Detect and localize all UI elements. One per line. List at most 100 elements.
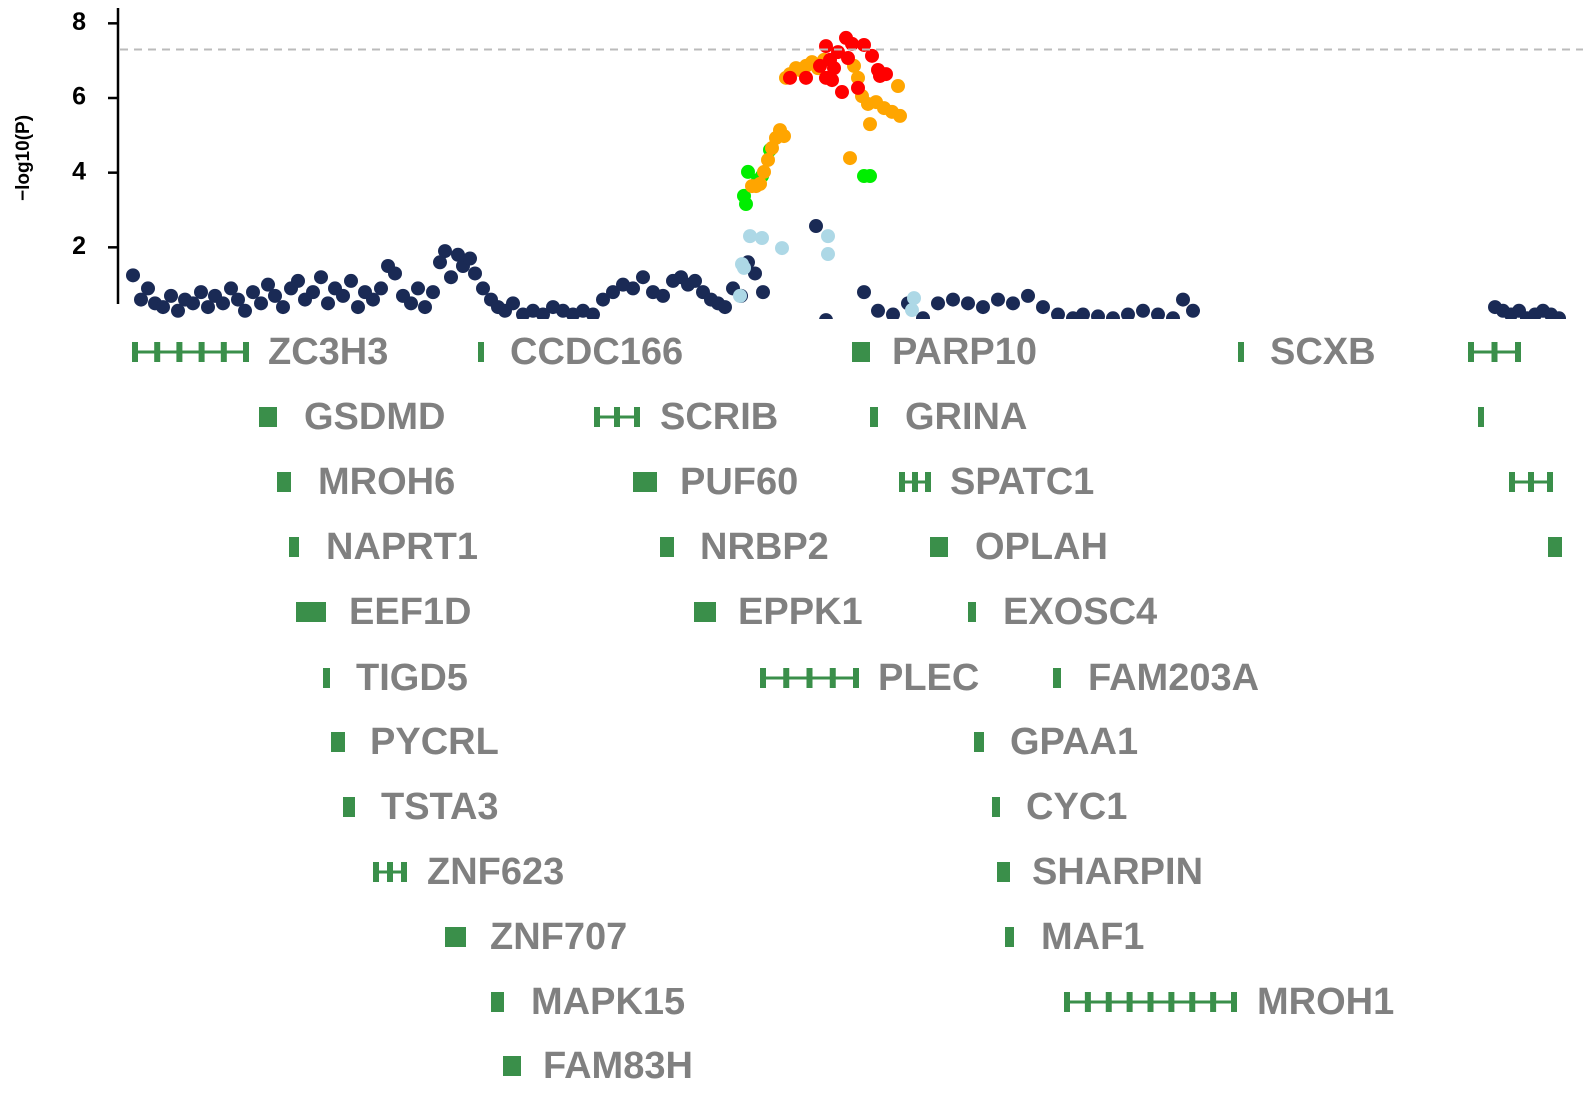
gene-exon	[912, 472, 918, 492]
gene-exon	[1126, 992, 1133, 1012]
gene-exon	[997, 862, 1010, 882]
point	[1006, 296, 1020, 311]
point	[418, 300, 432, 315]
gene-exon	[1231, 992, 1237, 1012]
point	[171, 303, 185, 318]
gene-exon	[176, 342, 183, 362]
point	[1151, 307, 1165, 319]
point	[246, 285, 260, 300]
gene-exon	[198, 342, 205, 362]
point	[536, 307, 550, 319]
gene-exon	[925, 472, 931, 492]
gene-exon	[1210, 992, 1217, 1012]
gene-exon	[694, 602, 716, 622]
gene-exon	[899, 472, 905, 492]
point	[835, 85, 849, 100]
point	[141, 281, 155, 296]
gene-exon	[323, 668, 330, 688]
point	[506, 296, 520, 311]
point	[916, 311, 930, 319]
gene-exon	[331, 732, 345, 752]
point	[737, 260, 751, 275]
point	[863, 169, 877, 184]
point	[756, 285, 770, 300]
gene-label: MAPK15	[531, 981, 685, 1023]
point	[306, 285, 320, 300]
gene-exon	[491, 992, 504, 1012]
point	[336, 288, 350, 303]
gene-label: OPLAH	[975, 526, 1108, 568]
point	[819, 39, 833, 54]
point	[1136, 303, 1150, 318]
gene-label: SCXB	[1270, 331, 1376, 373]
gene-exon	[594, 407, 600, 427]
gene-exon	[1478, 407, 1484, 427]
gene-exon	[289, 537, 299, 557]
point	[444, 270, 458, 285]
point	[946, 292, 960, 307]
gene-exon	[1084, 992, 1091, 1012]
point	[775, 241, 789, 256]
gene-exon	[1547, 472, 1553, 492]
point	[291, 273, 305, 288]
point	[1176, 292, 1190, 307]
gene-label: NRBP2	[700, 526, 829, 568]
y-axis-label: −log10(P)	[13, 115, 34, 201]
y-tick-label: 8	[72, 8, 86, 36]
point	[819, 313, 833, 319]
gene-exon	[974, 732, 984, 752]
point	[718, 300, 732, 315]
gene-exon	[1064, 992, 1070, 1012]
point	[873, 68, 887, 83]
gene-label: GRINA	[905, 396, 1027, 438]
gene-exon	[343, 797, 355, 817]
point	[907, 291, 921, 306]
point	[388, 266, 402, 281]
gene-exon	[1515, 342, 1521, 362]
point	[656, 288, 670, 303]
point	[851, 80, 865, 95]
gene-label: EXOSC4	[1003, 591, 1157, 633]
gene-label: ZNF623	[427, 851, 564, 893]
point	[268, 288, 282, 303]
y-tick-label: 4	[72, 157, 86, 185]
point	[238, 303, 252, 318]
point	[783, 70, 797, 85]
gene-exon	[445, 927, 466, 947]
gene-exon	[1189, 992, 1196, 1012]
gene-label: CYC1	[1026, 786, 1127, 828]
point	[841, 51, 855, 66]
point	[186, 296, 200, 311]
point	[843, 151, 857, 166]
point	[845, 36, 859, 51]
gene-exon	[992, 797, 1000, 817]
point	[476, 281, 490, 296]
gene-label: SPATC1	[950, 461, 1094, 503]
gene-label: PUF60	[680, 461, 798, 503]
point	[366, 292, 380, 307]
gene-exon	[296, 602, 326, 622]
point	[851, 70, 865, 85]
point	[765, 141, 779, 156]
gene-label: NAPRT1	[326, 526, 478, 568]
point	[374, 281, 388, 296]
gene-exon	[1105, 992, 1112, 1012]
point	[886, 307, 900, 319]
point	[626, 281, 640, 296]
point	[1051, 307, 1065, 319]
point	[1021, 288, 1035, 303]
point	[156, 300, 170, 315]
gene-exon	[243, 342, 249, 362]
gene-label: GSDMD	[304, 396, 445, 438]
gene-exon	[1528, 472, 1534, 492]
point	[991, 292, 1005, 307]
gene-exon	[132, 342, 138, 362]
point	[777, 129, 791, 144]
gene-exon	[277, 472, 291, 492]
gene-exon	[930, 537, 948, 557]
point	[745, 179, 759, 194]
gene-exon	[478, 342, 484, 362]
gene-label: MROH1	[1257, 981, 1394, 1023]
gene-label: TSTA3	[381, 786, 499, 828]
